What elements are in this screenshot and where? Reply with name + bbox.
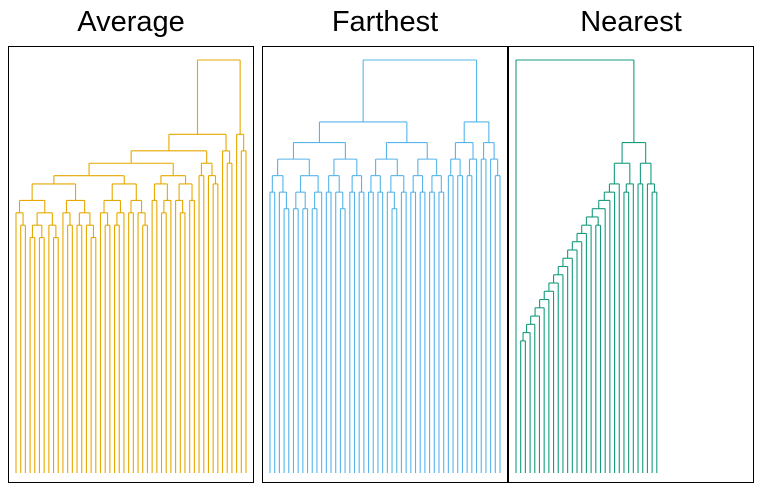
panel-nearest: Nearest — [508, 0, 754, 492]
panel-farthest: Farthest — [262, 0, 508, 492]
panel-title: Nearest — [580, 6, 682, 38]
panel-average: Average — [8, 0, 254, 492]
dendrogram-average — [8, 46, 254, 483]
panel-title: Farthest — [331, 6, 439, 38]
dendrogram-nearest — [508, 46, 754, 483]
plot-frame — [508, 46, 754, 483]
dendrogram-farthest — [262, 46, 508, 483]
panel-title: Average — [77, 6, 185, 38]
plot-frame — [262, 46, 508, 483]
plot-frame — [8, 46, 254, 483]
